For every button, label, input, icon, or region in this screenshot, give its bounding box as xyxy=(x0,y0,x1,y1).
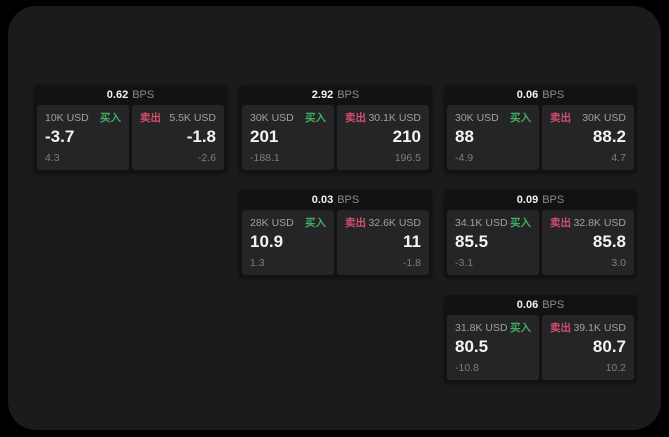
sell-panel[interactable]: 卖出 39.1K USD 80.7 10.2 xyxy=(542,315,634,380)
sell-tag: 卖出 xyxy=(140,112,161,124)
sell-amount: 39.1K USD xyxy=(573,322,626,334)
buy-tag: 买入 xyxy=(305,112,326,124)
card-header: 0.03 BPS xyxy=(239,190,432,210)
buy-price: 10.9 xyxy=(250,232,284,251)
sell-tag: 卖出 xyxy=(345,112,366,124)
buy-sub-value: -188.1 xyxy=(250,152,280,164)
bps-value: 0.09 xyxy=(516,194,539,206)
sell-price: -1.8 xyxy=(186,127,216,146)
buy-amount: 30K USD xyxy=(250,112,294,124)
buy-amount: 30K USD xyxy=(455,112,499,124)
sell-sub-value: 4.7 xyxy=(611,152,626,164)
buy-amount: 31.8K USD xyxy=(455,322,508,334)
sell-amount: 30.1K USD xyxy=(368,112,421,124)
buy-sub-value: -10.8 xyxy=(455,362,479,374)
sell-tag: 卖出 xyxy=(345,217,366,229)
sell-price: 85.8 xyxy=(592,232,626,251)
bps-unit-label: BPS xyxy=(542,194,565,206)
buy-price: 88 xyxy=(455,127,474,146)
buy-panel[interactable]: 30K USD 买入 201 -188.1 xyxy=(242,105,334,170)
buy-tag: 买入 xyxy=(510,217,531,229)
card-header: 0.62 BPS xyxy=(34,85,227,105)
sell-sub-value: 10.2 xyxy=(605,362,626,374)
buy-sub-value: 1.3 xyxy=(250,257,265,269)
app-window: 0.62 BPS 10K USD 买入 -3.7 4.3 卖出 5.5K USD… xyxy=(8,6,661,430)
sell-sub-value: 3.0 xyxy=(611,257,626,269)
quote-card: 0.09 BPS 34.1K USD 买入 85.5 -3.1 卖出 32.8K… xyxy=(444,190,637,278)
bps-unit-label: BPS xyxy=(542,89,565,101)
price-panels: 30K USD 买入 201 -188.1 卖出 30.1K USD 210 1… xyxy=(242,105,429,170)
bps-unit-label: BPS xyxy=(337,194,360,206)
buy-price: 85.5 xyxy=(455,232,489,251)
buy-panel[interactable]: 10K USD 买入 -3.7 4.3 xyxy=(37,105,129,170)
buy-panel[interactable]: 30K USD 买入 88 -4.9 xyxy=(447,105,539,170)
sell-tag: 卖出 xyxy=(550,217,571,229)
card-header: 0.09 BPS xyxy=(444,190,637,210)
bps-unit-label: BPS xyxy=(132,89,155,101)
sell-panel[interactable]: 卖出 30.1K USD 210 196.5 xyxy=(337,105,429,170)
buy-panel[interactable]: 34.1K USD 买入 85.5 -3.1 xyxy=(447,210,539,275)
sell-sub-value: -1.8 xyxy=(402,257,421,269)
buy-sub-value: -4.9 xyxy=(455,152,474,164)
buy-amount: 34.1K USD xyxy=(455,217,508,229)
buy-tag: 买入 xyxy=(510,112,531,124)
buy-price: 201 xyxy=(250,127,279,146)
buy-tag: 买入 xyxy=(510,322,531,334)
price-panels: 10K USD 买入 -3.7 4.3 卖出 5.5K USD -1.8 -2.… xyxy=(37,105,224,170)
sell-price: 210 xyxy=(392,127,421,146)
buy-sub-value: 4.3 xyxy=(45,152,60,164)
bps-value: 2.92 xyxy=(311,89,334,101)
sell-sub-value: -2.6 xyxy=(197,152,216,164)
sell-panel[interactable]: 卖出 32.6K USD 11 -1.8 xyxy=(337,210,429,275)
sell-tag: 卖出 xyxy=(550,322,571,334)
quote-card: 0.62 BPS 10K USD 买入 -3.7 4.3 卖出 5.5K USD… xyxy=(34,85,227,173)
quote-card: 0.03 BPS 28K USD 买入 10.9 1.3 卖出 32.6K US… xyxy=(239,190,432,278)
buy-price: 80.5 xyxy=(455,337,489,356)
sell-price: 88.2 xyxy=(592,127,626,146)
bps-unit-label: BPS xyxy=(337,89,360,101)
quote-card: 0.06 BPS 31.8K USD 买入 80.5 -10.8 卖出 39.1… xyxy=(444,295,637,383)
buy-panel[interactable]: 31.8K USD 买入 80.5 -10.8 xyxy=(447,315,539,380)
card-header: 0.06 BPS xyxy=(444,295,637,315)
card-header: 2.92 BPS xyxy=(239,85,432,105)
quote-card: 0.06 BPS 30K USD 买入 88 -4.9 卖出 30K USD 8… xyxy=(444,85,637,173)
quote-card: 2.92 BPS 30K USD 买入 201 -188.1 卖出 30.1K … xyxy=(239,85,432,173)
sell-price: 11 xyxy=(403,232,421,251)
buy-sub-value: -3.1 xyxy=(455,257,474,269)
buy-tag: 买入 xyxy=(100,112,121,124)
sell-panel[interactable]: 卖出 5.5K USD -1.8 -2.6 xyxy=(132,105,224,170)
buy-amount: 28K USD xyxy=(250,217,294,229)
sell-sub-value: 196.5 xyxy=(394,152,421,164)
sell-amount: 30K USD xyxy=(582,112,626,124)
bps-unit-label: BPS xyxy=(542,299,565,311)
buy-price: -3.7 xyxy=(45,127,75,146)
buy-panel[interactable]: 28K USD 买入 10.9 1.3 xyxy=(242,210,334,275)
bps-value: 0.03 xyxy=(311,194,334,206)
card-header: 0.06 BPS xyxy=(444,85,637,105)
bps-value: 0.06 xyxy=(516,299,539,311)
buy-tag: 买入 xyxy=(305,217,326,229)
buy-amount: 10K USD xyxy=(45,112,89,124)
sell-panel[interactable]: 卖出 30K USD 88.2 4.7 xyxy=(542,105,634,170)
sell-tag: 卖出 xyxy=(550,112,571,124)
price-panels: 34.1K USD 买入 85.5 -3.1 卖出 32.8K USD 85.8… xyxy=(447,210,634,275)
sell-amount: 5.5K USD xyxy=(169,112,216,124)
price-panels: 30K USD 买入 88 -4.9 卖出 30K USD 88.2 4.7 xyxy=(447,105,634,170)
sell-price: 80.7 xyxy=(592,337,626,356)
bps-value: 0.06 xyxy=(516,89,539,101)
sell-amount: 32.6K USD xyxy=(368,217,421,229)
price-panels: 28K USD 买入 10.9 1.3 卖出 32.6K USD 11 -1.8 xyxy=(242,210,429,275)
sell-panel[interactable]: 卖出 32.8K USD 85.8 3.0 xyxy=(542,210,634,275)
bps-value: 0.62 xyxy=(106,89,129,101)
price-panels: 31.8K USD 买入 80.5 -10.8 卖出 39.1K USD 80.… xyxy=(447,315,634,380)
sell-amount: 32.8K USD xyxy=(573,217,626,229)
